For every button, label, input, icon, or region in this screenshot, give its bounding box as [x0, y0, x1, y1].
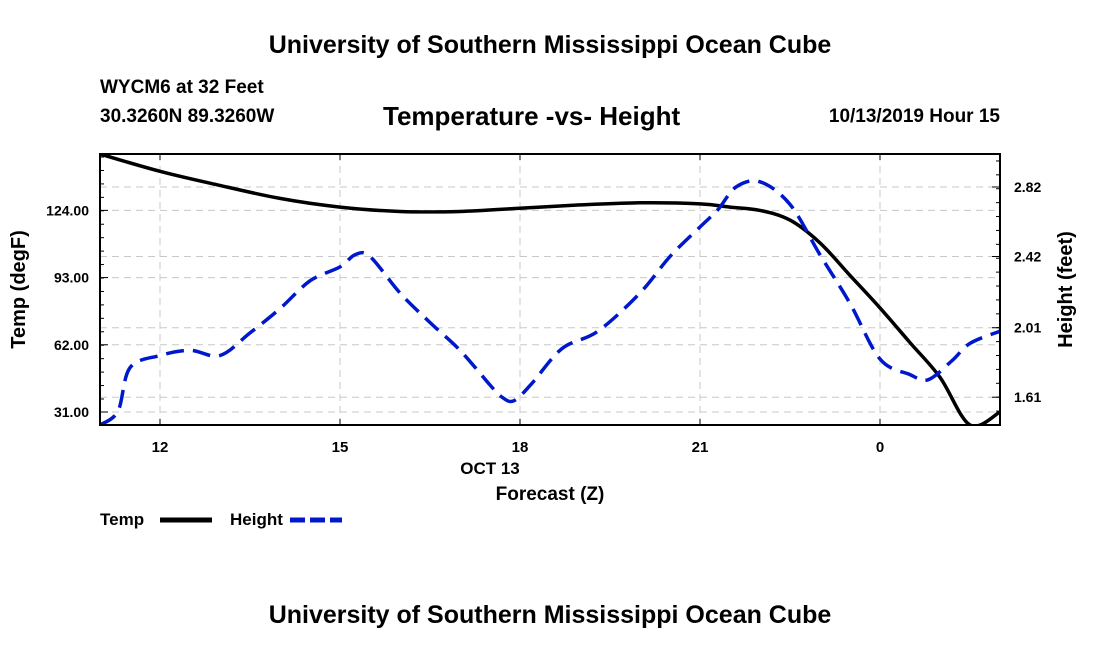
y-right-tick-label: 1.61: [1014, 389, 1041, 405]
y-left-tick-label: 31.00: [54, 404, 89, 420]
x-tick-label: 18: [512, 439, 529, 456]
series-line-height: [100, 178, 1000, 425]
y-left-tick-label: 124.00: [46, 202, 89, 218]
x-tick-label: 12: [152, 439, 169, 456]
legend-label-temp: Temp: [100, 510, 144, 529]
datetime-label: 10/13/2019 Hour 15: [828, 106, 1000, 127]
y-right-tick-label: 2.01: [1014, 320, 1041, 336]
x-tick-label: 0: [876, 439, 884, 456]
x-tick-label: 21: [692, 439, 709, 456]
x-tick-label: 15: [332, 439, 349, 456]
top-title: University of Southern Mississippi Ocean…: [268, 31, 832, 59]
grid-lines: [100, 154, 1000, 425]
y-left-axis-title: Temp (degF): [8, 230, 30, 349]
x-date-label: OCT 13: [460, 459, 520, 478]
chart-title: Temperature -vs- Height: [383, 101, 681, 131]
bottom-title: University of Southern Mississippi Ocean…: [268, 601, 832, 629]
labels-layer: 12 15 18 21 0 31.00 62.00 93.00 124.00 1.61 2.01 2.…: [8, 179, 1077, 505]
legend-label-height: Height: [230, 510, 283, 529]
plot-frame: [99, 153, 1001, 426]
legend: Temp Height: [100, 510, 342, 529]
series-layer: [100, 154, 1000, 425]
y-right-tick-label: 2.82: [1014, 179, 1041, 195]
series-line-temp: [100, 154, 1000, 425]
y-right-axis-title: Height (feet): [1055, 231, 1077, 348]
y-left-tick-label: 93.00: [54, 270, 89, 286]
station-label: WYCM6 at 32 Feet: [100, 77, 264, 98]
axes-layer: [100, 154, 1000, 425]
y-left-tick-label: 62.00: [54, 337, 89, 353]
coordinates-label: 30.3260N 89.3260W: [100, 106, 275, 127]
x-axis-title: Forecast (Z): [496, 484, 605, 505]
y-right-tick-label: 2.42: [1014, 248, 1041, 264]
